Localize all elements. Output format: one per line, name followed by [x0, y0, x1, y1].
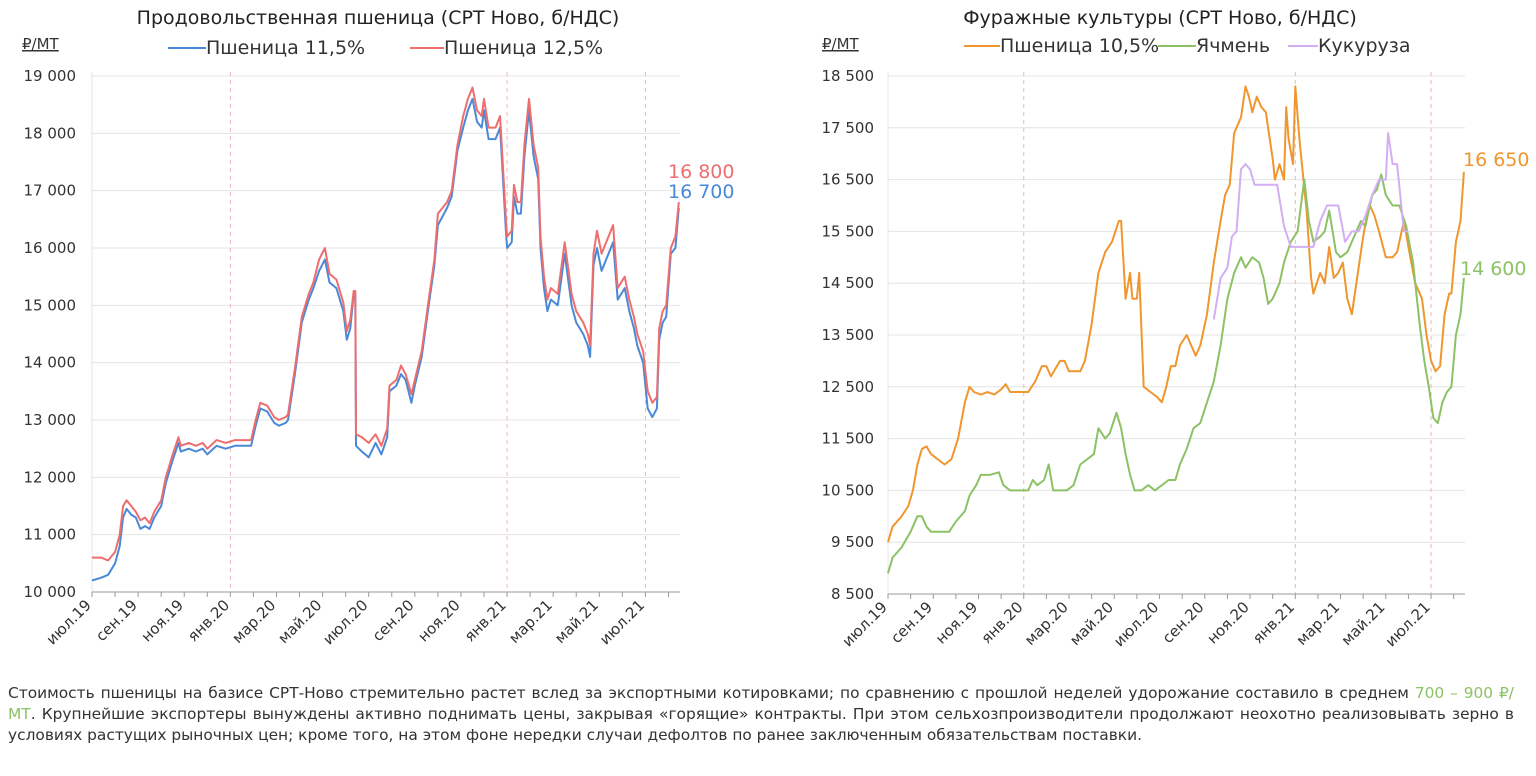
y-tick-label: 11 000	[24, 526, 77, 544]
chart-food-wheat: Продовольственная пшеница (СРТ Ново, б/Н…	[0, 0, 768, 680]
x-tick-label: сен.19	[92, 596, 141, 645]
commentary-text: Стоимость пшеницы на базисе СРТ-Ново стр…	[8, 683, 1514, 746]
x-tick-label: сен.20	[1159, 598, 1208, 647]
series-end-label: 16 800	[668, 161, 734, 183]
commentary-part-2: . Крупнейшие экспортеры вынуждены активн…	[8, 705, 1514, 744]
legend-label: Пшеница 11,5%	[206, 37, 365, 59]
x-tick-label: сен.20	[369, 596, 418, 645]
y-tick-label: 10 000	[24, 583, 77, 601]
x-tick-label: июл.19	[839, 598, 891, 650]
x-tick-label: ноя.19	[932, 598, 981, 647]
y-tick-label: 12 500	[822, 378, 875, 396]
x-tick-label: май.21	[1338, 598, 1389, 649]
y-tick-label: 14 500	[822, 274, 875, 292]
series-end-label: 14 600	[1460, 258, 1526, 280]
x-tick-label: мар.21	[1293, 598, 1344, 649]
y-tick-label: 13 000	[24, 411, 77, 429]
legend-label: Ячмень	[1196, 35, 1270, 57]
y-tick-label: 12 000	[24, 468, 77, 486]
x-tick-label: июл.20	[319, 596, 371, 648]
series-line	[887, 85, 1465, 543]
x-tick-label: июл.21	[596, 596, 648, 648]
x-tick-label: июл.20	[1110, 598, 1162, 650]
y-tick-label: 11 500	[822, 430, 875, 448]
x-tick-label: ноя.20	[414, 596, 463, 645]
chart-feed-crops-svg: Фуражные культуры (СРТ Ново, б/НДС) ₽/МТ 8…	[822, 7, 1530, 650]
y-tick-label: 16 500	[822, 171, 875, 189]
x-tick-label: июл.21	[1382, 598, 1434, 650]
x-tick-label: май.20	[274, 596, 325, 647]
y-axis-unit: ₽/МТ	[22, 35, 60, 53]
y-tick-label: 18 000	[24, 124, 77, 142]
x-tick-label: мар.20	[228, 596, 279, 647]
chart-feed-crops: Фуражные культуры (СРТ Ново, б/НДС) ₽/МТ 8…	[768, 0, 1536, 680]
series-line	[92, 86, 680, 562]
y-tick-label: 13 500	[822, 326, 875, 344]
x-tick-label: янв.21	[1249, 598, 1298, 647]
y-tick-label: 17 500	[822, 119, 875, 137]
commentary-highlight: 700 – 900 ₽/МТ	[8, 684, 1514, 723]
legend-label: Пшеница 10,5%	[1000, 35, 1159, 57]
chart-title: Фуражные культуры (СРТ Ново, б/НДС)	[963, 7, 1357, 29]
chart-title: Продовольственная пшеница (СРТ Ново, б/Н…	[137, 7, 620, 29]
y-tick-label: 8 500	[831, 585, 874, 603]
y-tick-label: 15 500	[822, 222, 875, 240]
y-tick-label: 10 500	[822, 481, 875, 499]
x-tick-label: янв.20	[184, 596, 233, 645]
x-tick-label: июл.19	[43, 596, 95, 648]
x-tick-label: сен.19	[887, 598, 936, 647]
series-end-label: 16 650	[1463, 149, 1529, 171]
series-line	[887, 173, 1465, 574]
y-tick-label: 9 500	[831, 533, 874, 551]
x-tick-label: май.21	[551, 596, 602, 647]
y-tick-label: 15 000	[24, 296, 77, 314]
series-line	[1212, 132, 1409, 320]
x-tick-label: ноя.20	[1203, 598, 1252, 647]
x-tick-label: ноя.19	[138, 596, 187, 645]
commentary-part-1: Стоимость пшеницы на базисе СРТ-Ново стр…	[8, 684, 1415, 702]
y-tick-label: 19 000	[24, 67, 77, 85]
x-tick-label: янв.21	[461, 596, 510, 645]
y-tick-label: 17 000	[24, 182, 77, 200]
chart-food-wheat-svg: Продовольственная пшеница (СРТ Ново, б/Н…	[22, 7, 734, 648]
x-tick-label: янв.20	[977, 598, 1026, 647]
legend-label: Пшеница 12,5%	[444, 37, 603, 59]
y-axis-unit: ₽/МТ	[822, 35, 860, 53]
legend-label: Кукуруза	[1318, 35, 1411, 57]
y-tick-label: 16 000	[24, 239, 77, 257]
y-tick-label: 14 000	[24, 354, 77, 372]
x-tick-label: мар.21	[505, 596, 556, 647]
y-tick-label: 18 500	[822, 67, 875, 85]
x-tick-label: мар.20	[1021, 598, 1072, 649]
x-tick-label: май.20	[1066, 598, 1117, 649]
series-end-label: 16 700	[668, 181, 734, 203]
